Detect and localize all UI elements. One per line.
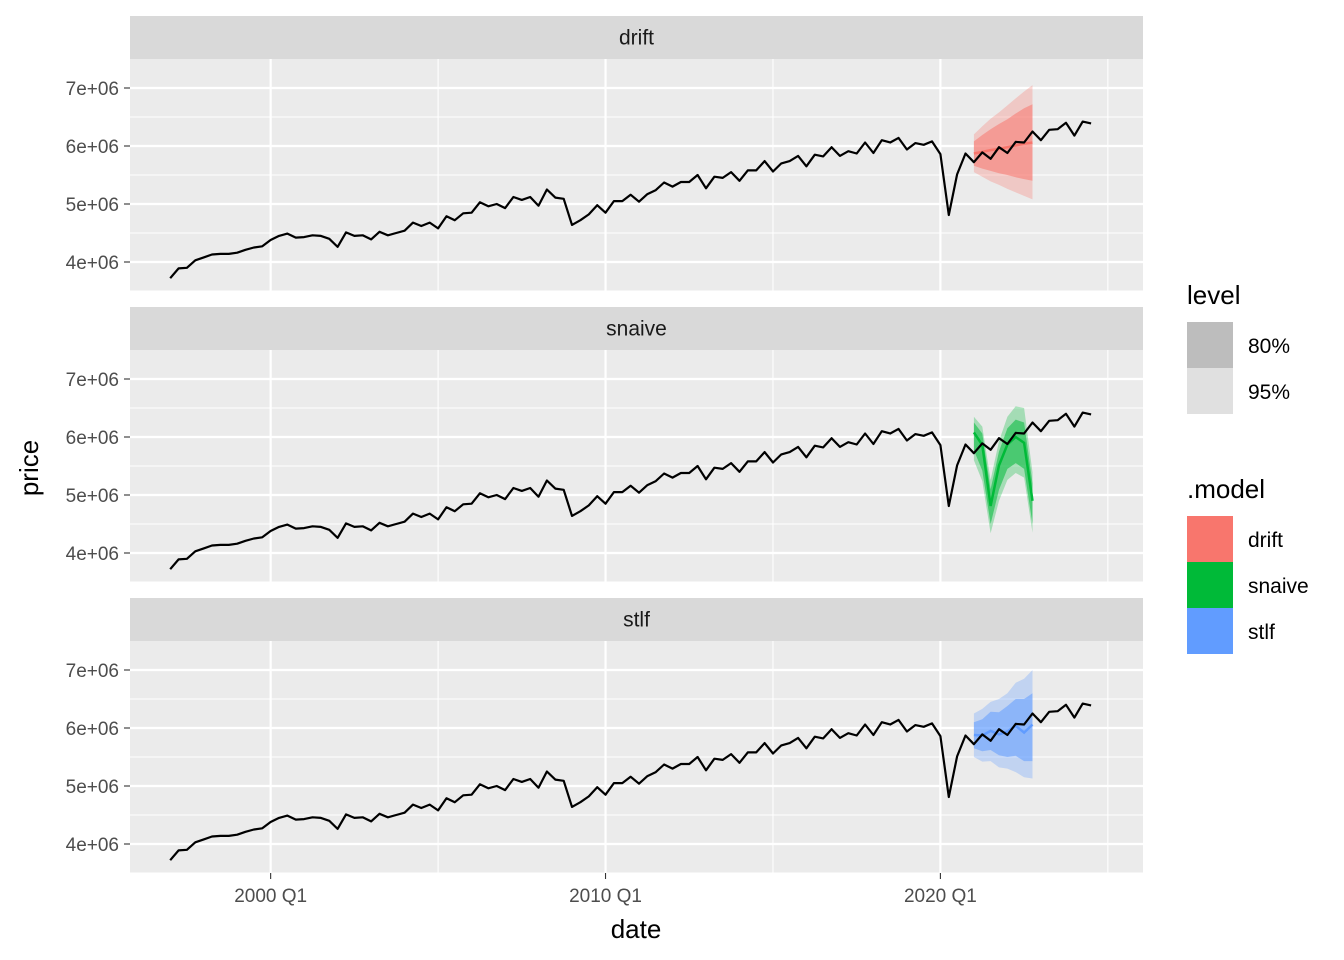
x-axis-title: date: [611, 914, 662, 944]
legend: level .model 80% 95% drift snaive stlf: [1187, 280, 1309, 654]
y-axis-title: price: [14, 440, 44, 496]
panel-drift: drift 4e+06 5e+06 6e+06 7e+06: [66, 16, 1143, 292]
facet-strip: [130, 16, 1143, 59]
history-line: [169, 702, 1092, 861]
legend-model-key: [1187, 562, 1233, 608]
legend-model-label: snaive: [1248, 575, 1309, 598]
forecast-band-80: [973, 693, 1033, 762]
legend-level-label: 80%: [1248, 335, 1290, 358]
y-tick-label: 7e+06: [66, 661, 119, 682]
forecast-mean-line: [972, 431, 1034, 507]
panels: drift 4e+06 5e+06 6e+06 7e+06 snaive 4e+06 5e+0…: [66, 16, 1143, 907]
x-tick-label: 2010 Q1: [569, 886, 642, 907]
legend-model-label: stlf: [1248, 621, 1275, 644]
x-tick-label: 2020 Q1: [904, 886, 977, 907]
x-tick-label: 2000 Q1: [234, 886, 307, 907]
legend-level-label: 95%: [1248, 381, 1290, 404]
y-tick-label: 7e+06: [66, 79, 119, 100]
facet-strip-label: drift: [619, 27, 654, 50]
y-tick-label: 7e+06: [66, 370, 119, 391]
y-tick-label: 6e+06: [66, 428, 119, 449]
legend-model-label: drift: [1248, 529, 1283, 552]
y-tick-label: 5e+06: [66, 777, 119, 798]
y-tick-label: 4e+06: [66, 253, 119, 274]
x-axis: 2000 Q1 2010 Q1 2020 Q1: [234, 873, 977, 907]
panel-snaive: snaive 4e+06 5e+06 6e+06 7e+06: [66, 307, 1143, 583]
y-tick-label: 6e+06: [66, 719, 119, 740]
y-tick-label: 4e+06: [66, 835, 119, 856]
facet-strip: [130, 598, 1143, 641]
facet-strip: [130, 307, 1143, 350]
panel-stlf: stlf 4e+06 5e+06 6e+06 7e+06: [66, 598, 1143, 874]
legend-level-key: [1187, 368, 1233, 414]
legend-model-key: [1187, 516, 1233, 562]
facet-strip-label: stlf: [623, 609, 650, 632]
y-tick-label: 5e+06: [66, 195, 119, 216]
y-tick-label: 6e+06: [66, 137, 119, 158]
facet-strip-label: snaive: [606, 318, 667, 341]
history-line: [169, 411, 1092, 570]
y-tick-label: 4e+06: [66, 544, 119, 565]
legend-model-title: .model: [1187, 474, 1265, 504]
forecast-band-80: [973, 104, 1033, 181]
legend-model-key: [1187, 608, 1233, 654]
legend-level-key: [1187, 322, 1233, 368]
legend-level-title: level: [1187, 280, 1240, 310]
history-line: [169, 120, 1092, 279]
y-tick-label: 5e+06: [66, 486, 119, 507]
forecast-mean-line: [973, 141, 1033, 155]
